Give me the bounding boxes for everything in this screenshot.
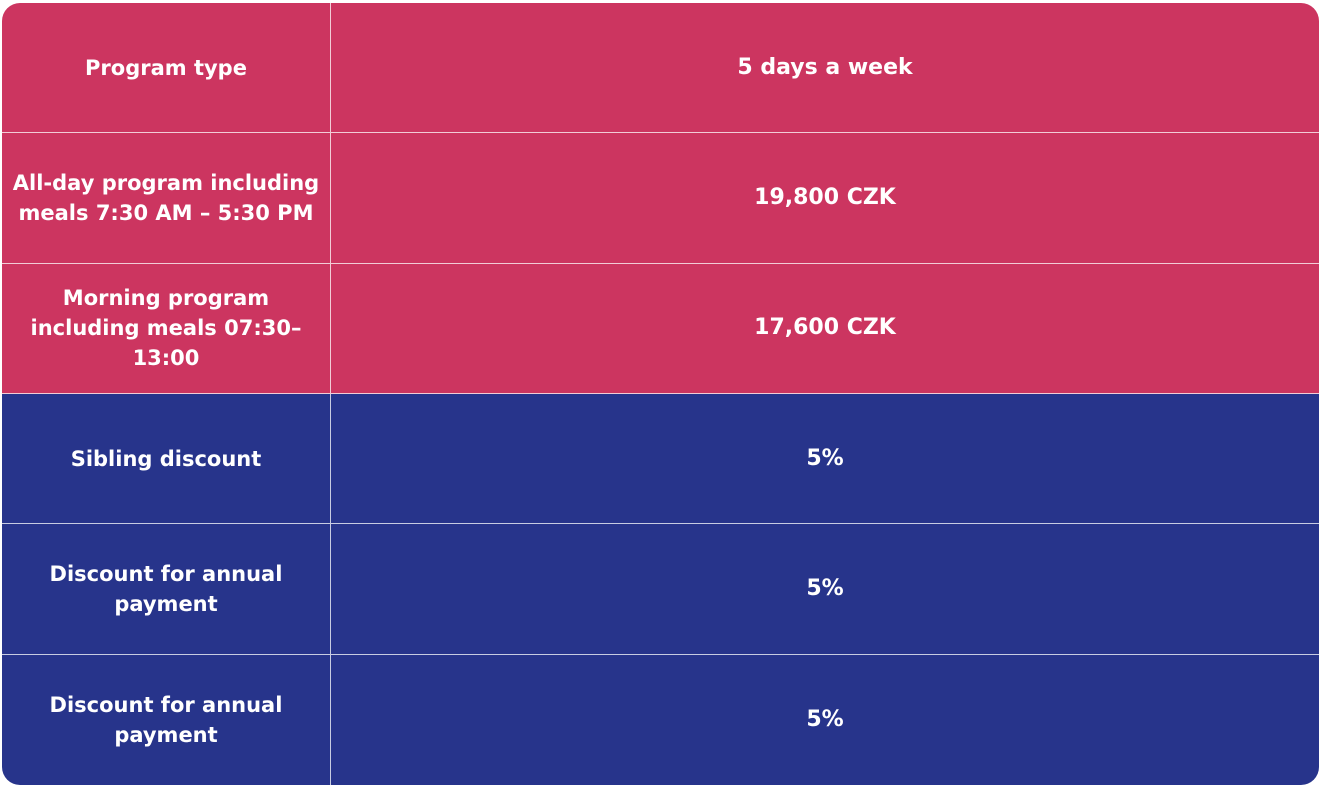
- row-value-all-day-price: 19,800 CZK: [331, 133, 1319, 264]
- row-label-sibling-discount: Sibling discount: [2, 393, 331, 525]
- row-label-morning-program: Morning program including meals 07:30–13…: [2, 263, 331, 394]
- header-cell-schedule: 5 days a week: [331, 3, 1319, 134]
- row-value-annual-discount-2: 5%: [331, 654, 1319, 785]
- price-table: Program type 5 days a week All-day progr…: [2, 3, 1319, 785]
- row-value-sibling-discount: 5%: [331, 393, 1319, 525]
- row-label-annual-discount: Discount for annual payment: [2, 524, 331, 655]
- row-label-annual-discount-2: Discount for annual payment: [2, 654, 331, 785]
- row-value-morning-price: 17,600 CZK: [331, 263, 1319, 394]
- header-cell-program-type: Program type: [2, 3, 331, 134]
- row-value-annual-discount: 5%: [331, 524, 1319, 655]
- row-label-all-day-program: All-day program including meals 7:30 AM …: [2, 133, 331, 264]
